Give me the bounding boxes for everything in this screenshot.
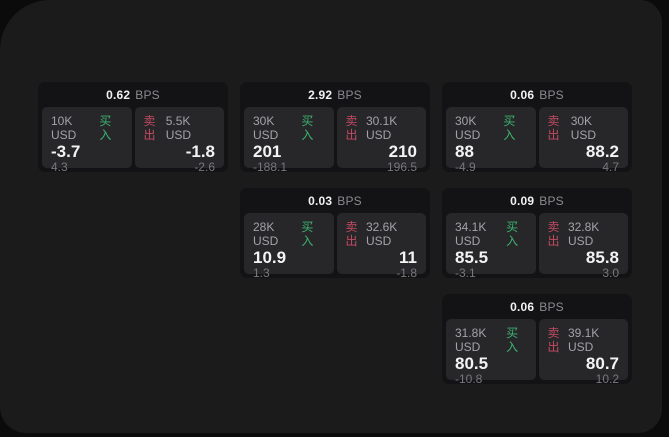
sell-quote-panel[interactable]: 卖出 32.6K USD 11 -1.8 (336, 213, 426, 280)
card-header: 0.03 BPS (244, 188, 426, 213)
card-header: 0.06 BPS (446, 294, 628, 319)
bps-value: 2.92 (308, 87, 333, 102)
bps-unit-label: BPS (539, 87, 564, 102)
bps-unit-label: BPS (539, 299, 564, 314)
sell-price: 80.7 (585, 354, 619, 373)
sell-side-label: 卖出 (547, 220, 560, 248)
bps-value: 0.03 (308, 193, 333, 208)
sell-price: -1.8 (185, 142, 215, 161)
buy-price: 88 (455, 142, 474, 161)
buy-side-label: 买入 (301, 114, 314, 142)
sell-amount: 30.1K USD (365, 114, 398, 142)
card-body: 34.1K USD 买入 85.5 -3.1 卖出 32.8K USD 85.8… (446, 213, 628, 280)
card-header: 0.06 BPS (446, 82, 628, 107)
sell-price: 11 (399, 248, 417, 267)
buy-quote-panel[interactable]: 30K USD 买入 88 -4.9 (446, 107, 536, 174)
bps-value: 0.09 (510, 193, 535, 208)
quote-card: 0.03 BPS 28K USD 买入 10.9 1.3 卖出 32.6K US… (240, 188, 430, 280)
sell-price: 210 (388, 142, 417, 161)
bps-unit-label: BPS (337, 193, 362, 208)
buy-side-label: 买入 (301, 220, 314, 248)
buy-price: 80.5 (455, 354, 489, 373)
buy-price: 85.5 (455, 248, 489, 267)
sell-amount: 5.5K USD (165, 114, 192, 142)
buy-price: 201 (253, 142, 282, 161)
sell-quote-panel[interactable]: 卖出 5.5K USD -1.8 -2.6 (134, 107, 224, 174)
bps-value: 0.06 (510, 87, 535, 102)
sell-quote-panel[interactable]: 卖出 30K USD 88.2 4.7 (538, 107, 628, 174)
buy-amount: 30K USD (455, 114, 481, 142)
sell-side-label: 卖出 (345, 220, 358, 248)
sell-amount: 32.6K USD (365, 220, 398, 248)
quote-card: 0.09 BPS 34.1K USD 买入 85.5 -3.1 卖出 32.8K… (442, 188, 632, 280)
sell-quote-panel[interactable]: 卖出 39.1K USD 80.7 10.2 (538, 319, 628, 386)
card-body: 28K USD 买入 10.9 1.3 卖出 32.6K USD 11 -1.8 (244, 213, 426, 280)
bps-unit-label: BPS (539, 193, 564, 208)
sell-side-label: 卖出 (345, 114, 358, 142)
sell-delta: 3.0 (602, 266, 619, 280)
quote-card: 0.06 BPS 30K USD 买入 88 -4.9 卖出 30K USD (442, 82, 632, 174)
buy-side-label: 买入 (506, 220, 519, 248)
bps-unit-label: BPS (337, 87, 362, 102)
quote-card: 2.92 BPS 30K USD 买入 201 -188.1 卖出 30.1K … (240, 82, 430, 174)
buy-delta: -188.1 (253, 160, 288, 174)
quote-card-grid: 0.62 BPS 10K USD 买入 -3.7 4.3 卖出 5.5K USD (38, 82, 632, 386)
sell-amount: 30K USD (570, 114, 597, 142)
card-body: 30K USD 买入 201 -188.1 卖出 30.1K USD 210 1… (244, 107, 426, 174)
card-body: 31.8K USD 买入 80.5 -10.8 卖出 39.1K USD 80.… (446, 319, 628, 386)
sell-delta: 4.7 (602, 160, 619, 174)
card-header: 0.09 BPS (446, 188, 628, 213)
sell-delta: -1.8 (396, 266, 417, 280)
sell-delta: 196.5 (386, 160, 417, 174)
sell-delta: -2.6 (194, 160, 215, 174)
buy-delta: -3.1 (455, 266, 476, 280)
card-header: 0.62 BPS (42, 82, 224, 107)
buy-quote-panel[interactable]: 30K USD 买入 201 -188.1 (244, 107, 334, 174)
buy-delta: 1.3 (253, 266, 270, 280)
sell-amount: 32.8K USD (567, 220, 600, 248)
sell-price: 88.2 (585, 142, 619, 161)
buy-quote-panel[interactable]: 34.1K USD 买入 85.5 -3.1 (446, 213, 536, 280)
sell-quote-panel[interactable]: 卖出 32.8K USD 85.8 3.0 (538, 213, 628, 280)
bps-unit-label: BPS (135, 87, 160, 102)
buy-amount: 30K USD (253, 114, 279, 142)
buy-delta: -10.8 (455, 372, 483, 386)
buy-quote-panel[interactable]: 10K USD 买入 -3.7 4.3 (42, 107, 132, 174)
sell-amount: 39.1K USD (567, 326, 600, 354)
sell-quote-panel[interactable]: 卖出 30.1K USD 210 196.5 (336, 107, 426, 174)
card-header: 2.92 BPS (244, 82, 426, 107)
card-body: 30K USD 买入 88 -4.9 卖出 30K USD 88.2 4.7 (446, 107, 628, 174)
buy-price: -3.7 (51, 142, 81, 161)
buy-amount: 34.1K USD (455, 220, 487, 248)
bps-value: 0.62 (106, 87, 131, 102)
buy-amount: 10K USD (51, 114, 77, 142)
buy-quote-panel[interactable]: 28K USD 买入 10.9 1.3 (244, 213, 334, 280)
buy-side-label: 买入 (506, 326, 519, 354)
sell-side-label: 卖出 (547, 114, 560, 142)
buy-quote-panel[interactable]: 31.8K USD 买入 80.5 -10.8 (446, 319, 536, 386)
sell-delta: 10.2 (595, 372, 619, 386)
buy-side-label: 买入 (99, 114, 112, 142)
buy-amount: 28K USD (253, 220, 279, 248)
card-body: 10K USD 买入 -3.7 4.3 卖出 5.5K USD -1.8 -2.… (42, 107, 224, 174)
bps-value: 0.06 (510, 299, 535, 314)
buy-delta: 4.3 (51, 160, 68, 174)
sell-price: 85.8 (585, 248, 619, 267)
buy-amount: 31.8K USD (455, 326, 487, 354)
quote-card: 0.62 BPS 10K USD 买入 -3.7 4.3 卖出 5.5K USD (38, 82, 228, 174)
buy-delta: -4.9 (455, 160, 476, 174)
sell-side-label: 卖出 (143, 114, 156, 142)
buy-side-label: 买入 (503, 114, 516, 142)
buy-price: 10.9 (253, 248, 287, 267)
sell-side-label: 卖出 (547, 326, 560, 354)
quote-card: 0.06 BPS 31.8K USD 买入 80.5 -10.8 卖出 39.1… (442, 294, 632, 386)
